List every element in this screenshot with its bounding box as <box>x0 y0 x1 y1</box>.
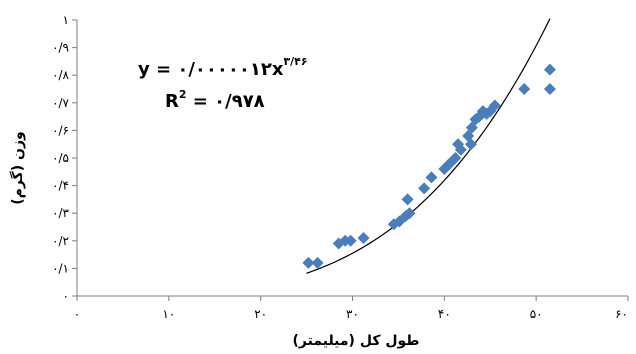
y-axis-title: وزن (گرم) <box>9 131 26 205</box>
x-tick-label: ۶۰ <box>615 307 628 321</box>
trendline-group <box>306 18 551 274</box>
equation-main: y = ۰/۰۰۰۰۰۱۲x <box>138 59 284 80</box>
data-point <box>464 138 477 151</box>
data-point <box>302 256 315 269</box>
x-tick-label: ۱۰ <box>162 307 175 321</box>
data-point <box>311 256 324 269</box>
y-tick-label: ۰/۹ <box>52 41 69 55</box>
y-tick-label: ۰/۵ <box>52 151 69 165</box>
data-points <box>302 63 556 269</box>
x-tick-label: ۰ <box>74 307 80 321</box>
equation-text: y = ۰/۰۰۰۰۰۱۲x۳/۴۶ <box>138 55 308 80</box>
y-axis: ۰ ۰/۱ ۰/۲ ۰/۳ ۰/۴ ۰/۵ ۰/۶ ۰/۷ ۰/۸ ۰/۹ ۱ <box>52 13 78 303</box>
data-point <box>418 182 431 195</box>
y-tick-label: ۱ <box>63 13 69 27</box>
r2-prefix: R <box>165 91 179 112</box>
x-axis-title: طول کل (میلیمتر) <box>293 333 420 349</box>
x-tick-label: ۵۰ <box>530 307 543 321</box>
data-point <box>357 232 370 245</box>
data-point <box>425 171 438 184</box>
x-tick-label: ۴۰ <box>438 307 451 321</box>
y-tick-label: ۰/۳ <box>52 206 69 220</box>
y-tick-label: ۰/۷ <box>52 96 69 110</box>
r2-value: = ۰/۹۷۸ <box>187 91 265 112</box>
y-tick-label: ۰/۲ <box>52 234 69 248</box>
equation-exponent: ۳/۴۶ <box>283 55 307 68</box>
y-tick-label: ۰/۸ <box>52 68 69 82</box>
r2-superscript: 2 <box>179 88 187 101</box>
y-tick-label: ۰/۱ <box>52 261 69 275</box>
data-point <box>543 83 556 95</box>
data-point <box>488 99 501 112</box>
equation-annotation: y = ۰/۰۰۰۰۰۱۲x۳/۴۶ R2 = ۰/۹۷۸ <box>138 55 308 112</box>
data-point <box>518 83 531 95</box>
data-point <box>403 207 416 220</box>
data-point <box>401 193 414 206</box>
data-point <box>449 152 462 164</box>
r-squared-text: R2 = ۰/۹۷۸ <box>165 88 265 112</box>
trendline <box>306 18 551 274</box>
data-point <box>543 63 556 76</box>
data-point <box>344 234 357 247</box>
x-axis: ۰ ۱۰ ۲۰ ۳۰ ۴۰ ۵۰ ۶۰ <box>74 295 629 321</box>
data-point <box>452 138 465 151</box>
y-tick-label: ۰/۶ <box>52 123 69 137</box>
x-tick-label: ۳۰ <box>346 307 359 321</box>
y-tick-label: ۰/۴ <box>52 179 69 193</box>
x-tick-label: ۲۰ <box>254 307 267 321</box>
y-tick-label: ۰ <box>63 289 69 303</box>
